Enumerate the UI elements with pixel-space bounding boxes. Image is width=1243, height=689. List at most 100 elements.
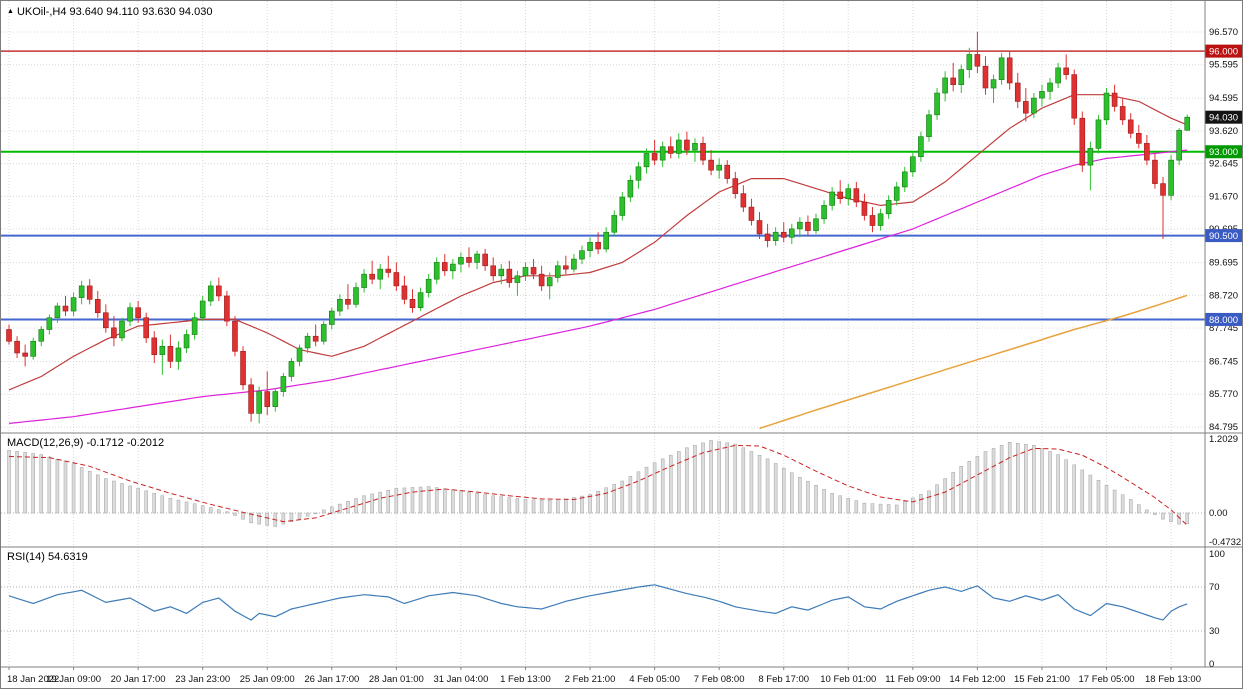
macd-bar [911,497,915,514]
macd-bar [539,499,544,514]
macd-bar [806,481,810,514]
macd-bar [394,488,399,514]
candle-body [70,297,77,312]
macd-bar [120,483,124,514]
macd-bar [927,490,931,514]
candle [111,316,117,347]
candle [587,237,593,258]
candle-body [417,292,424,308]
candle-body [821,205,827,220]
candle-body [30,340,37,357]
candle [232,316,238,357]
candle-body [676,139,682,154]
macd-bar [63,461,68,514]
candle [450,259,456,280]
candle [667,136,674,159]
candle [554,260,561,283]
macd-bar [289,512,294,522]
candle-body [1023,101,1029,114]
macd-bar [418,486,423,514]
candle [1047,77,1053,100]
macd-bar [87,470,92,514]
candle-body [167,345,174,362]
price-axis[interactable]: 96.57095.59594.59593.62092.64591.67090.6… [1205,27,1243,670]
price-badge: 88.000 [1205,312,1242,326]
macd-bar [798,477,802,514]
candle [78,280,85,305]
candle [62,295,69,317]
price-axis-label: 84.795 [1209,422,1238,433]
candle [530,259,537,280]
time-axis-label: 15 Feb 21:00 [1014,674,1070,685]
price-badge-bg [1205,312,1242,326]
macd-bar [564,498,568,514]
candle-body [1095,119,1102,149]
candle-body [982,65,989,89]
candle [659,141,666,167]
macd-bar [822,489,826,514]
candle [998,52,1005,85]
candle [1014,72,1021,109]
macd-bar [959,466,964,514]
macd-bar [1088,474,1093,514]
candle [328,307,335,330]
candle [490,257,497,281]
candle-body [950,77,956,85]
macd-bar [725,442,729,514]
price-badge-label: 93.000 [1209,147,1238,158]
candle [1087,141,1094,191]
candle-body [482,253,488,267]
candle [1039,84,1045,107]
candle-body [207,285,214,302]
candle [280,373,287,397]
macd-bar [7,450,11,514]
macd-bar [604,487,608,514]
candle [748,198,755,226]
macd-bar [475,493,479,514]
macd-bar [1016,443,1020,514]
time-axis-label: 14 Feb 12:00 [949,674,1005,685]
macd-bar [378,491,382,514]
macd-bar [362,495,366,514]
macd-bar [701,442,705,514]
macd-bar [225,511,229,514]
macd-bar [507,497,512,514]
candle-body [514,275,521,283]
candle-body [86,285,93,300]
candle-body [199,300,206,319]
candle-body [490,265,497,277]
candle-body [684,139,690,151]
candle-body [328,310,335,325]
candle [910,151,916,177]
macd-bar [1112,489,1117,514]
candles-layer [6,32,1191,424]
candle-body [901,171,908,188]
candle-body [1184,116,1191,131]
candle [183,329,190,353]
candle-body [780,231,787,238]
candle-body [974,54,981,67]
rsi-axis-label: 70 [1209,582,1220,593]
candle [901,166,908,192]
macd-bar [862,502,867,514]
candle [345,284,351,310]
candle [22,344,28,367]
macd-bar [1056,454,1060,514]
time-axis-label: 1 Feb 13:00 [500,674,551,685]
candle [14,336,20,359]
candle [619,191,626,221]
candle [579,245,585,265]
macd-bar [338,503,342,514]
macd-bar [757,454,762,514]
candle [1006,51,1013,90]
candle [974,32,981,73]
candle-body [1087,148,1094,166]
time-axis-label: 28 Jan 01:00 [369,674,424,685]
candle-body [926,114,932,137]
candle-body [312,335,319,342]
candle-body [119,320,125,339]
macd-bar [1104,485,1109,514]
